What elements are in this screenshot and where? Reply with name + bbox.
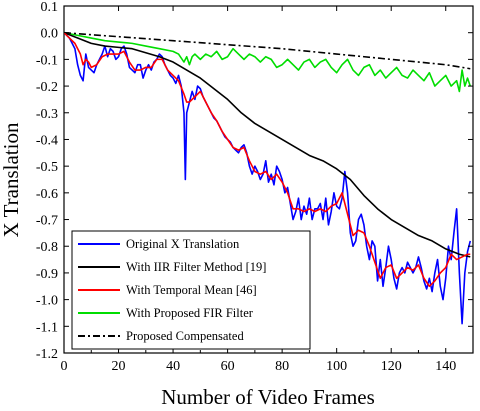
x-axis-title: Number of Video Frames [161, 385, 375, 409]
x-tick-label: 60 [221, 359, 235, 374]
ticks-layer: 0 20 40 60 80 100 120 140 0.1 0.0 -0.1 -0.2 -0.3 -0.4… [36, 0, 473, 374]
y-tick-label: -1.0 [36, 294, 58, 309]
series-layer [64, 31, 472, 325]
x-tick-label: 140 [435, 359, 456, 374]
x-tick-label: 20 [112, 359, 126, 374]
y-tick-label: -0.4 [36, 133, 58, 148]
y-tick-label: -0.2 [36, 80, 58, 95]
y-tick-label: -1.1 [36, 320, 58, 335]
y-tick-label: -0.9 [36, 267, 58, 282]
legend-label: Proposed Compensated [126, 329, 244, 343]
x-tick-label: 120 [381, 359, 402, 374]
x-tick-label: 80 [275, 359, 289, 374]
legend-label: With Proposed FIR Filter [126, 306, 254, 320]
legend-label: With Temporal Mean [46] [126, 283, 257, 297]
series-line-1 [64, 31, 471, 258]
y-tick-label: 0.1 [41, 0, 59, 15]
legend-label: Original X Translation [126, 237, 240, 251]
series-line-0 [64, 32, 472, 325]
x-tick-label: 40 [166, 359, 180, 374]
y-tick-label: -0.7 [36, 214, 58, 229]
y-tick-label: -0.3 [36, 107, 58, 122]
plot-area-frame [63, 5, 474, 354]
y-tick-label: -1.2 [36, 347, 58, 362]
series-line-4 [64, 31, 471, 70]
legend: Original X Translation With IIR Filter Me… [71, 230, 311, 350]
legend-label: With IIR Filter Method [19] [126, 260, 266, 274]
y-tick-label: -0.1 [36, 53, 58, 68]
series-line-2 [64, 32, 471, 288]
x-tick-label: 100 [326, 359, 347, 374]
x-tick-label: 0 [61, 359, 68, 374]
y-axis-title: X Translation [0, 122, 23, 237]
series-line-3 [64, 31, 472, 93]
y-tick-label: 0.0 [41, 27, 59, 42]
y-tick-label: -0.8 [36, 240, 58, 255]
y-tick-label: -0.6 [36, 187, 58, 202]
y-tick-label: -0.5 [36, 160, 58, 175]
